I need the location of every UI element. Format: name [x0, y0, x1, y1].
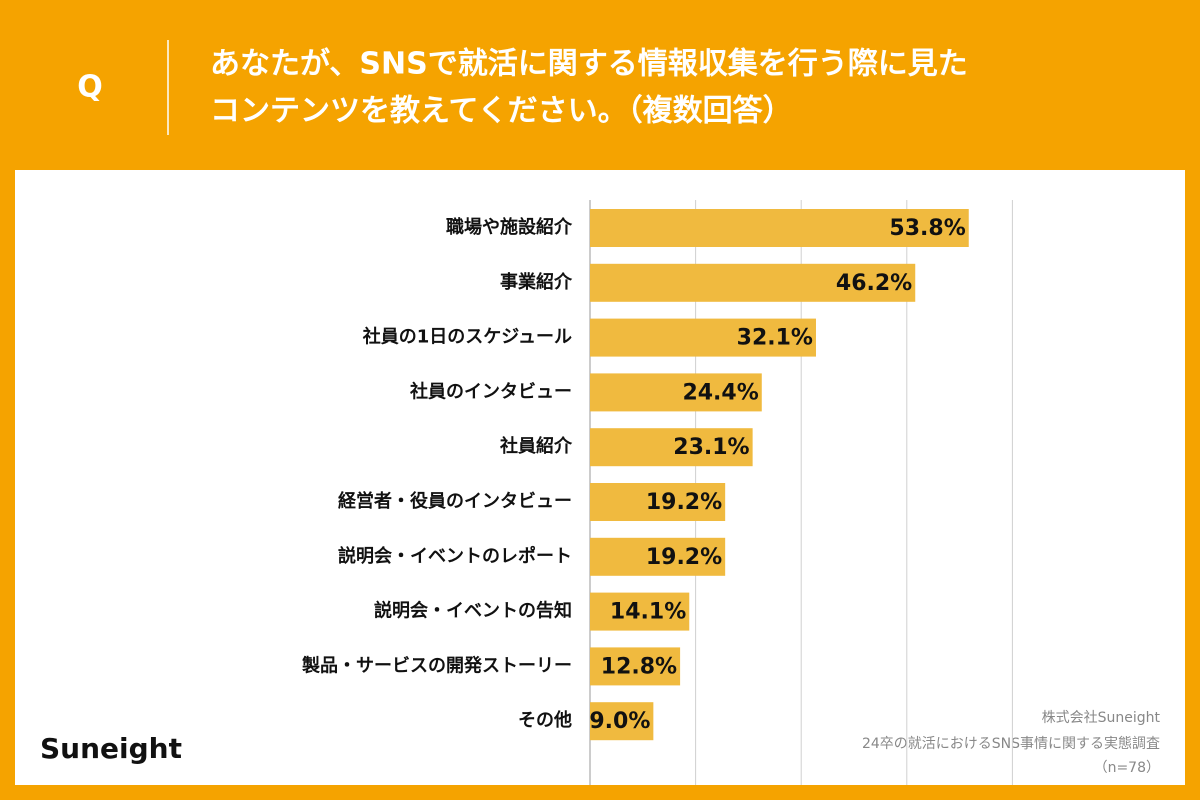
bar [590, 318, 816, 357]
y-tick-label: 社員の1日のスケジュール [363, 326, 572, 348]
value-label: 12.8% [601, 654, 677, 679]
chart-title: コンテンツを教えてください。（複数回答） [210, 94, 793, 129]
q-label: Q [77, 70, 103, 105]
bar [590, 209, 969, 247]
y-tick-label: 社員紹介 [500, 435, 573, 457]
y-tick-label: 経営者・役員のインタビュー [338, 490, 572, 512]
y-tick-label: 事業紹介 [500, 271, 573, 293]
bar [590, 592, 690, 631]
y-tick-label: 製品・サービスの開発ストーリー [301, 654, 572, 676]
brand: Suneight [40, 732, 182, 765]
bar [590, 373, 762, 412]
y-tick-label: 説明会・イベントのレポート [338, 545, 572, 567]
note: （n=78） [1094, 760, 1160, 776]
y-tick-label: 職場や施設紹介 [446, 216, 573, 238]
value-label: 53.8% [889, 216, 965, 241]
bar [590, 702, 654, 741]
value-label: 19.2% [646, 490, 722, 515]
value-label: 24.4% [682, 380, 758, 405]
panel [15, 170, 1185, 785]
value-label: 23.1% [673, 435, 749, 460]
y-tick-label: 社員のインタビュー [410, 380, 572, 402]
value-label: 19.2% [646, 545, 722, 570]
bar [590, 483, 726, 521]
y-tick-label: その他 [518, 709, 572, 731]
value-label: 9.0% [589, 709, 650, 734]
chart-title: あなたが、SNSで就活に関する情報収集を行う際に見た [210, 47, 968, 82]
note: 24卒の就活におけるSNS事情に関する実態調査 [862, 736, 1160, 752]
value-label: 32.1% [737, 326, 813, 351]
bar [590, 537, 726, 576]
value-label: 46.2% [836, 271, 912, 296]
bar [590, 263, 916, 302]
bar [590, 647, 681, 686]
value-label: 14.1% [610, 600, 686, 625]
y-tick-label: 説明会・イベントの告知 [374, 600, 572, 622]
bar [590, 428, 753, 467]
note: 株式会社Suneight [1042, 710, 1161, 726]
